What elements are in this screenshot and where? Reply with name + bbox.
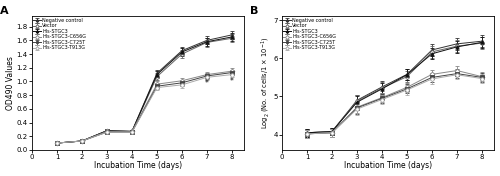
X-axis label: Incubation Time (days): Incubation Time (days) <box>94 161 182 170</box>
X-axis label: Incubation Time (days): Incubation Time (days) <box>344 161 432 170</box>
Text: *: * <box>430 77 434 86</box>
Text: *: * <box>405 88 409 97</box>
Text: B: B <box>250 6 258 16</box>
Text: A: A <box>0 6 8 16</box>
Y-axis label: Log$_2$ (No. of cells/1 × 10$^{-1}$): Log$_2$ (No. of cells/1 × 10$^{-1}$) <box>260 37 272 129</box>
Text: *: * <box>180 83 184 92</box>
Legend: Negative control, Vector, His-STGC3, His-STGC3-C656G, His-STGC3-C725T, His-STGC3: Negative control, Vector, His-STGC3, His… <box>283 17 337 51</box>
Text: *: * <box>455 74 459 83</box>
Text: *: * <box>205 79 209 88</box>
Text: *: * <box>230 77 234 86</box>
Y-axis label: OD490 Values: OD490 Values <box>6 56 15 110</box>
Text: *: * <box>480 78 484 87</box>
Legend: Negative control, Vector, His-STGC3, His-STGC3-C656G, His-STGC3-C725T, His-STGC3: Negative control, Vector, His-STGC3, His… <box>33 17 86 51</box>
